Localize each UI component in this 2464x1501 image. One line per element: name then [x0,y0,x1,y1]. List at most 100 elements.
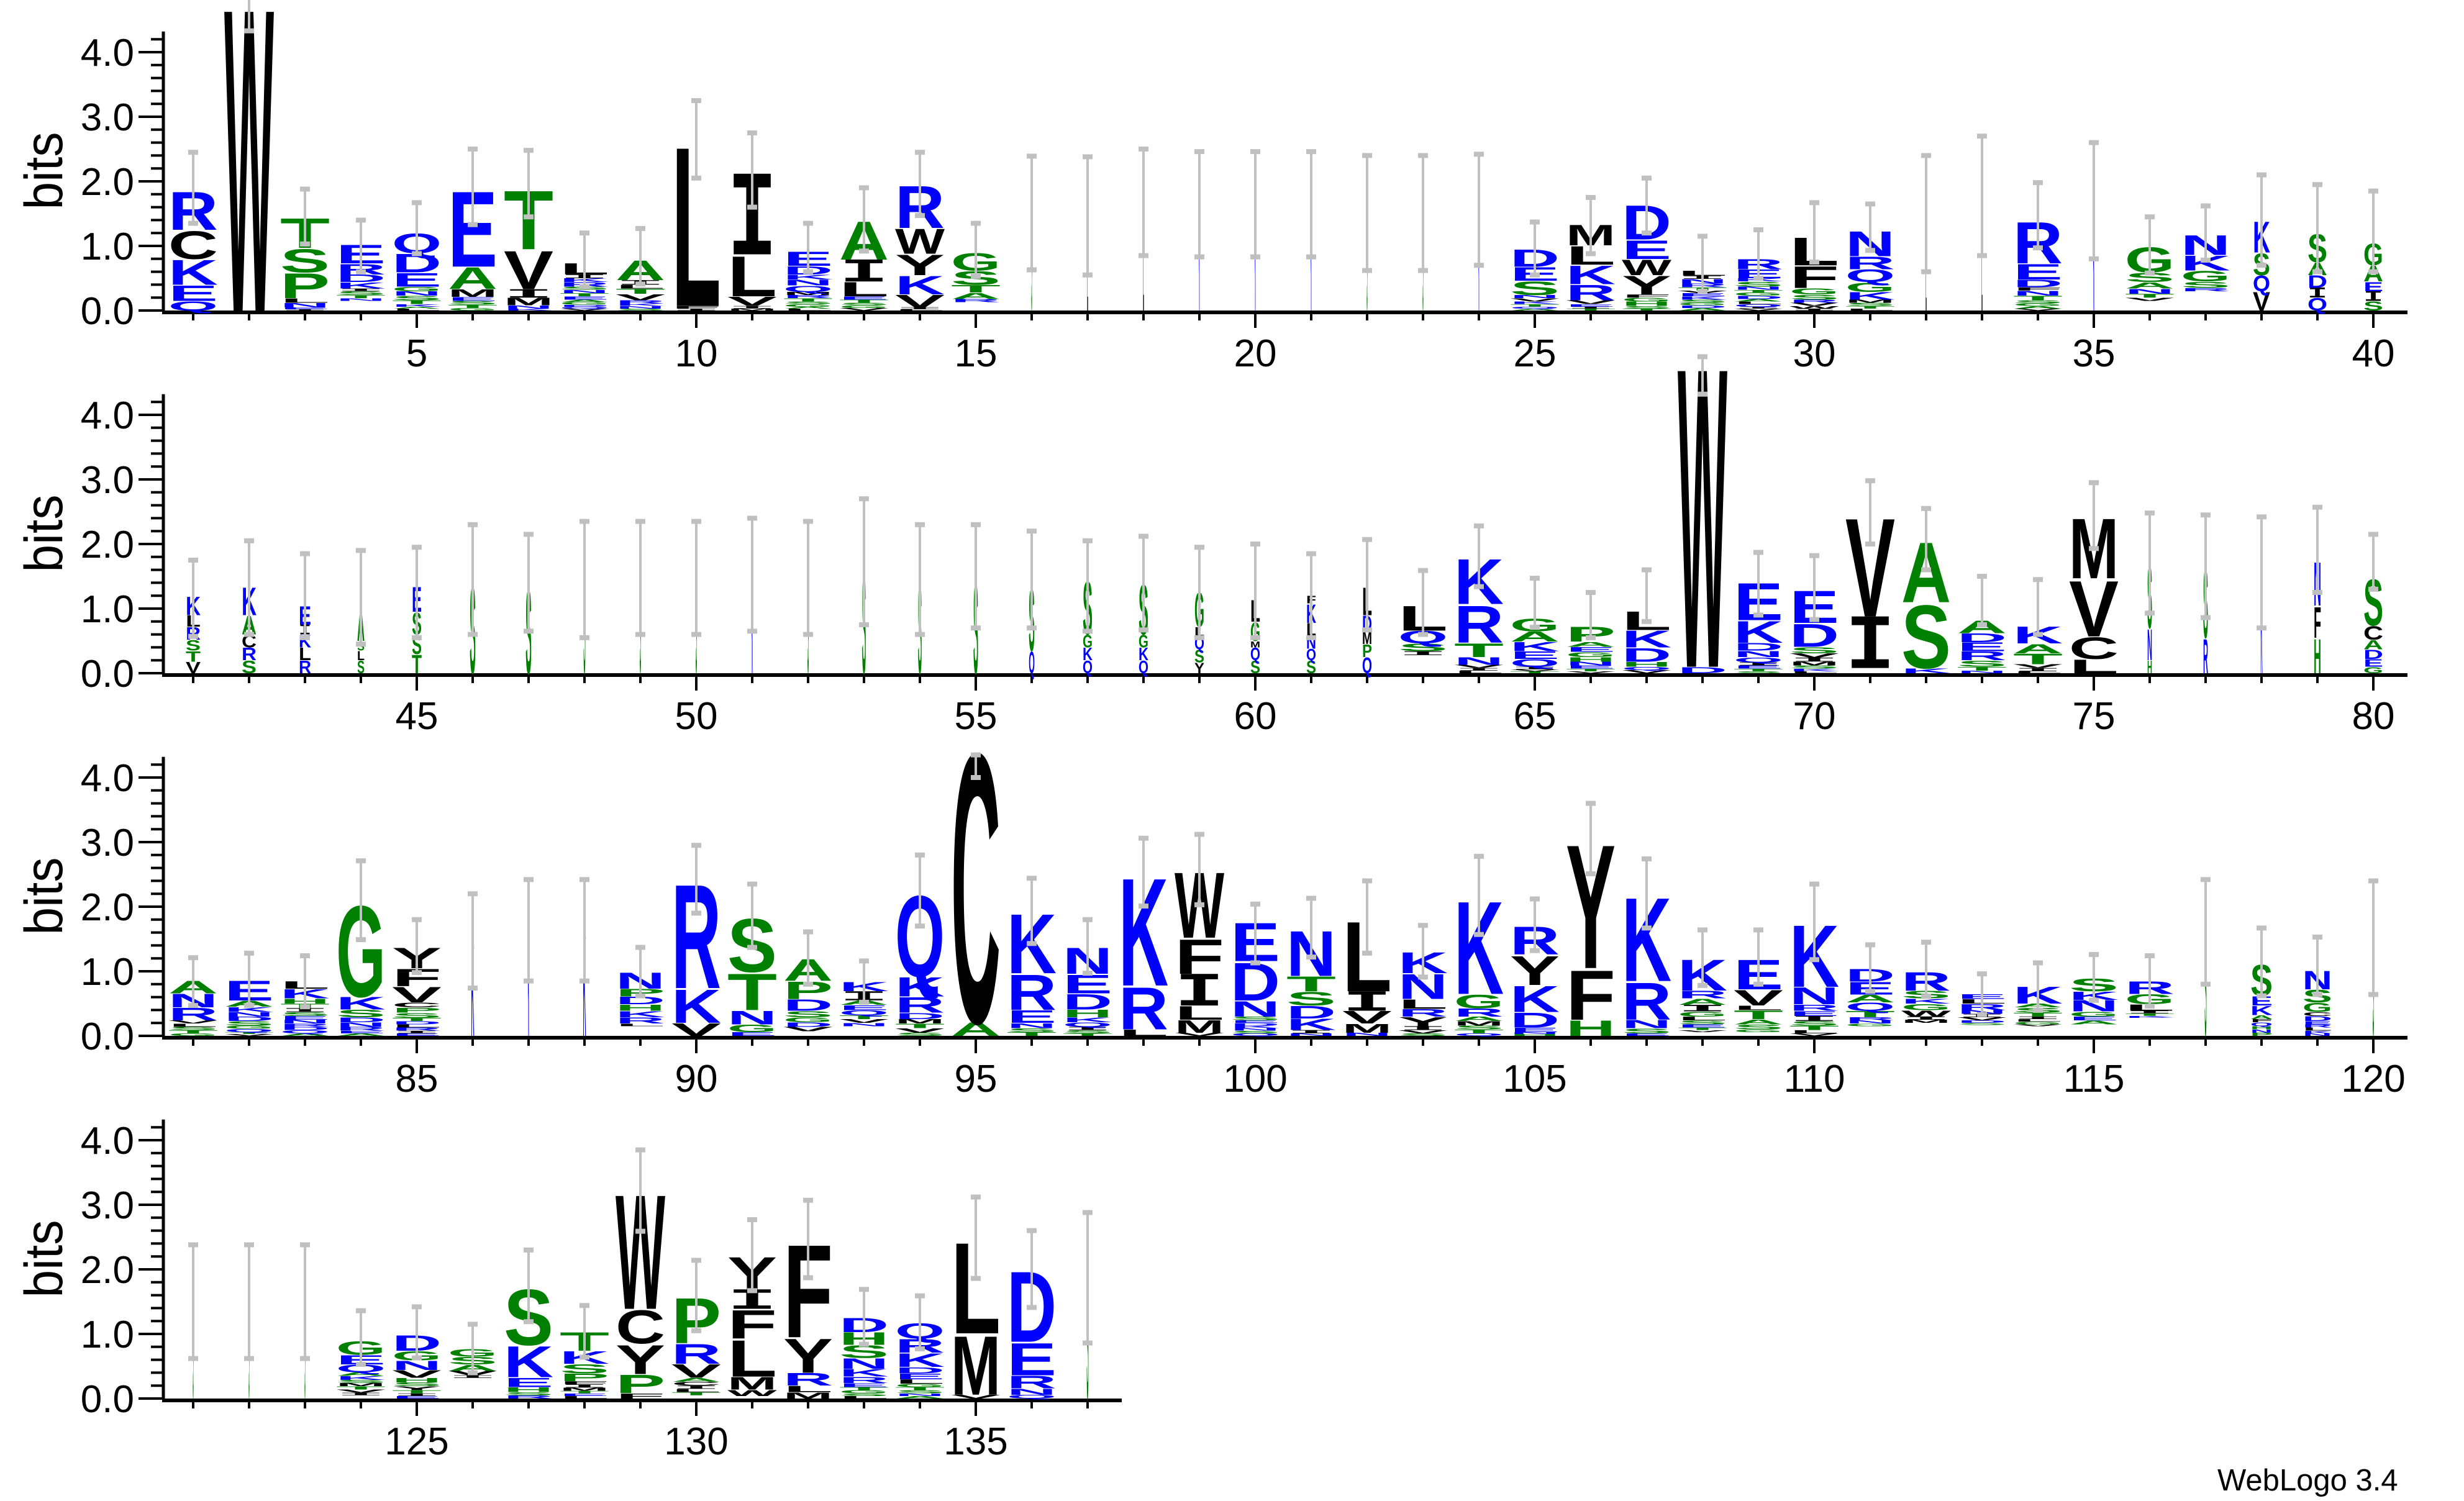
error-bar-cap [915,522,925,527]
error-bar [971,522,981,631]
logo-column [727,1217,778,1398]
error-bar-cap [1362,268,1372,273]
logo-row: 0.01.02.03.04.0bits510152025303540 [14,0,2407,403]
logo-column [280,953,330,1037]
error-bar-cap [188,1242,198,1248]
y-tick-label: 2.0 [81,161,134,204]
logo-column [2307,182,2327,315]
error-bar-cap [2033,180,2043,186]
error-bar-cap [244,1242,254,1248]
y-tick-label: 2.0 [81,1249,134,1292]
error-bar-cap [356,269,366,274]
error-bar-cap [244,1356,254,1361]
error-bar-cap [188,633,198,639]
logo-column [2069,480,2119,678]
error-bar [356,217,366,274]
logo-column [448,1322,498,1379]
error-bar-cap [971,1194,981,1200]
error-bar-cap [1921,994,1931,999]
error-bar-cap [2033,577,2043,583]
error-bar-cap [524,532,534,537]
logo-column [616,1147,666,1400]
error-bar-cap [1753,612,1763,618]
error-bar-cap [1474,584,1484,589]
error-bar-cap [1194,254,1204,260]
error-bar-cap [859,999,869,1005]
error-bar-cap [188,220,198,226]
error-bar-cap [635,1147,645,1153]
error-bar-cap [1865,478,1875,484]
error-bar-cap [2368,878,2378,884]
error-bar-cap [1362,950,1372,956]
error-bar [1418,923,1428,980]
error-bar-cap [803,929,813,935]
error-bar-cap [1194,902,1204,907]
error-bar [2145,953,2155,1009]
error-bar-cap [1530,272,1540,278]
logo-column [1418,153,1428,338]
error-bar-cap [915,1293,925,1299]
logo-column [224,950,275,1036]
error-bar-cap [580,1303,589,1308]
logo-column [1027,153,1037,340]
error-bar [1474,853,1484,937]
logo-column [412,545,422,679]
logo-column [524,532,534,699]
logo-column [1957,574,2007,674]
error-bar [412,917,422,976]
error-bar [580,1303,589,1360]
logo-row: 0.01.02.03.04.0bits859095100105110115120 [14,674,2407,1104]
error-bar [1921,506,1931,573]
error-bar [1698,927,1707,988]
logo-column [2125,214,2175,302]
error-bar-cap [1921,506,1931,511]
error-bar-cap [1250,635,1260,640]
error-bar-cap [1753,276,1763,281]
logo-column [2257,514,2266,704]
logo-column [1566,590,1616,674]
logo-column [1194,545,1205,677]
error-bar [356,1308,366,1367]
error-bar-cap [1083,154,1093,160]
error-bar-cap [1474,932,1484,937]
error-bar [2201,877,2211,987]
logo-column [895,150,945,312]
logo-column [635,519,645,700]
logo-column [1175,832,1225,1037]
logo-column [616,225,665,311]
error-bar-cap [2089,256,2099,261]
y-tick-label: 1.0 [81,225,134,268]
error-bar-cap [2033,245,2043,251]
error-bar [1362,878,1372,956]
error-bar-cap [803,1275,813,1281]
error-bar-cap [2368,586,2378,592]
error-bar [412,1304,422,1361]
logo-column [783,929,833,1033]
error-bar-cap [1027,941,1037,946]
error-bar-cap [1306,896,1316,901]
logo-column [1398,923,1448,1037]
error-bar-cap [580,284,589,289]
error-bar [1083,154,1093,278]
logo-column [1789,881,1840,1037]
error-bar-cap [691,175,701,181]
error-bar-cap [2145,510,2155,516]
error-bar-cap [1977,1012,1987,1017]
error-bar [859,958,869,1005]
logo-letter-w [1678,278,1728,758]
error-bar-cap [691,632,701,637]
error-bar-cap [1418,153,1428,158]
error-bar [244,538,254,637]
error-bar-cap [1809,957,1819,963]
error-bar-cap [915,213,925,219]
logo-column [1622,856,1671,1037]
logo-column [2145,510,2155,678]
error-bar [1083,538,1093,634]
error-bar-cap [356,858,366,864]
error-bar-cap [2312,182,2322,188]
y-tick-label: 0.0 [81,1378,134,1421]
error-bar-cap [412,1355,422,1361]
error-bar [1977,574,1987,627]
error-bar-cap [1809,553,1819,558]
error-bar-cap [2257,625,2266,631]
